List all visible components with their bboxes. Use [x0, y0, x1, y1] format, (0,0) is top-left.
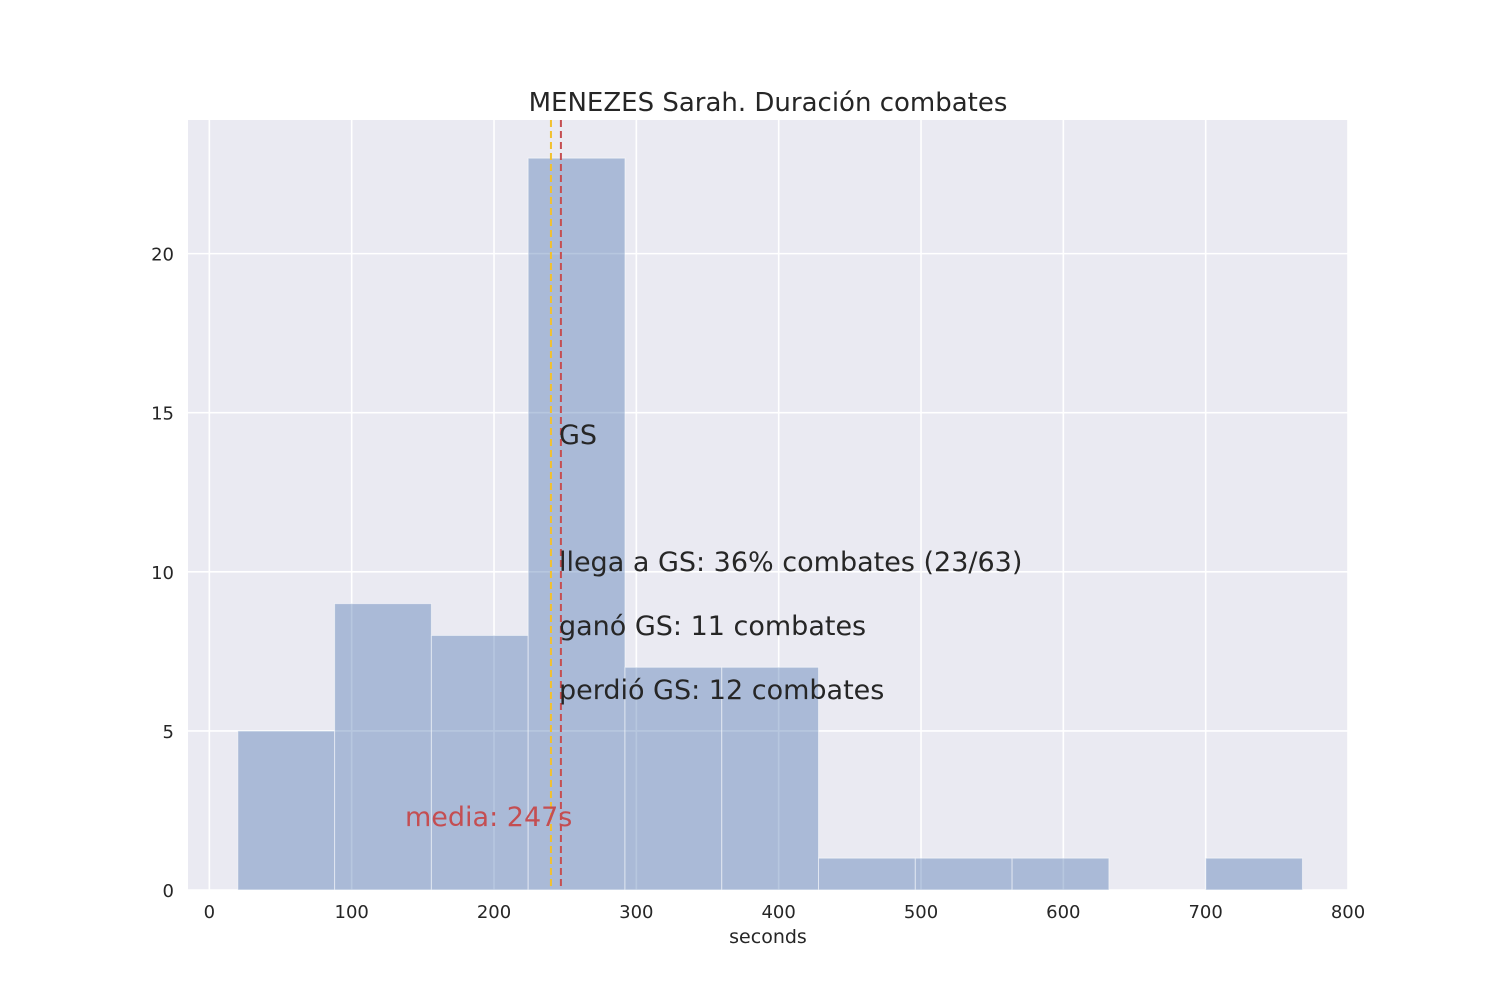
- chart-title: MENEZES Sarah. Duración combates: [529, 88, 1008, 118]
- histogram-bar: [527, 157, 626, 891]
- reference-lines: [549, 120, 562, 890]
- x-tick-label: 700: [1188, 902, 1222, 923]
- mean-annotation: media: 247s: [405, 802, 572, 833]
- y-tick-label: 0: [163, 881, 174, 902]
- x-tick-label: 0: [204, 902, 215, 923]
- won-gs-annotation: ganó GS: 11 combates: [559, 611, 866, 642]
- histogram-bar: [334, 603, 432, 891]
- y-tick-label: 20: [151, 245, 174, 266]
- x-tick-label: 500: [904, 902, 938, 923]
- x-tick-label: 200: [477, 902, 511, 923]
- x-tick-label: 300: [619, 902, 653, 923]
- lost-gs-annotation: perdió GS: 12 combates: [559, 675, 884, 706]
- y-tick-label: 15: [151, 404, 174, 425]
- reach-gs-annotation: llega a GS: 36% combates (23/63): [559, 547, 1022, 578]
- histogram-bar: [430, 634, 529, 891]
- x-tick-label: 800: [1331, 902, 1365, 923]
- y-tick-label: 10: [151, 563, 174, 584]
- gs-label-annotation: GS: [559, 420, 597, 451]
- x-tick-label: 400: [761, 902, 795, 923]
- histogram-bar: [237, 730, 336, 891]
- x-axis-label: seconds: [729, 926, 807, 948]
- x-tick-label: 100: [335, 902, 369, 923]
- histogram-bars: [237, 157, 1303, 891]
- histogram-bar: [1205, 857, 1303, 891]
- histogram-bar: [914, 857, 1013, 891]
- histogram-bar: [818, 857, 916, 891]
- plot-area: [188, 120, 1348, 890]
- histogram-bar: [721, 666, 820, 891]
- histogram-bar: [1011, 857, 1110, 891]
- x-tick-label: 600: [1046, 902, 1080, 923]
- y-tick-label: 5: [163, 722, 174, 743]
- axis-ticks: 0 100 200 300 400 500 600 700 800 0 5 10 15 20: [151, 245, 1365, 923]
